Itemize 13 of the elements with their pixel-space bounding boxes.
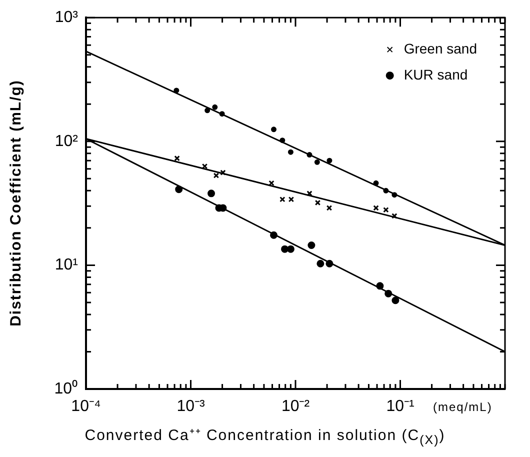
x-axis-title: Converted Ca⁺⁺ Concentration in solution (C$_{(X)}$) (84, 426, 446, 447)
x-tick-label: 10⁻⁴ (71, 398, 101, 416)
x-tick-label: 10⁻³ (176, 398, 206, 416)
y-tick-label: 10⁰ (54, 379, 78, 398)
x-tick-label: 10⁻¹ (386, 398, 414, 416)
legend-label: Green sand (404, 40, 478, 56)
y-tick-label: 10² (54, 132, 79, 150)
y-tick-label: 10¹ (54, 256, 78, 274)
legend-label: KUR sand (404, 66, 468, 82)
text: (meq/mL) (433, 400, 492, 414)
y-axis-title: Distribution Coefficient (mL/g) (8, 80, 24, 326)
y-tick-label: 10³ (54, 9, 79, 26)
x-tick-label: 10⁻² (281, 398, 310, 416)
